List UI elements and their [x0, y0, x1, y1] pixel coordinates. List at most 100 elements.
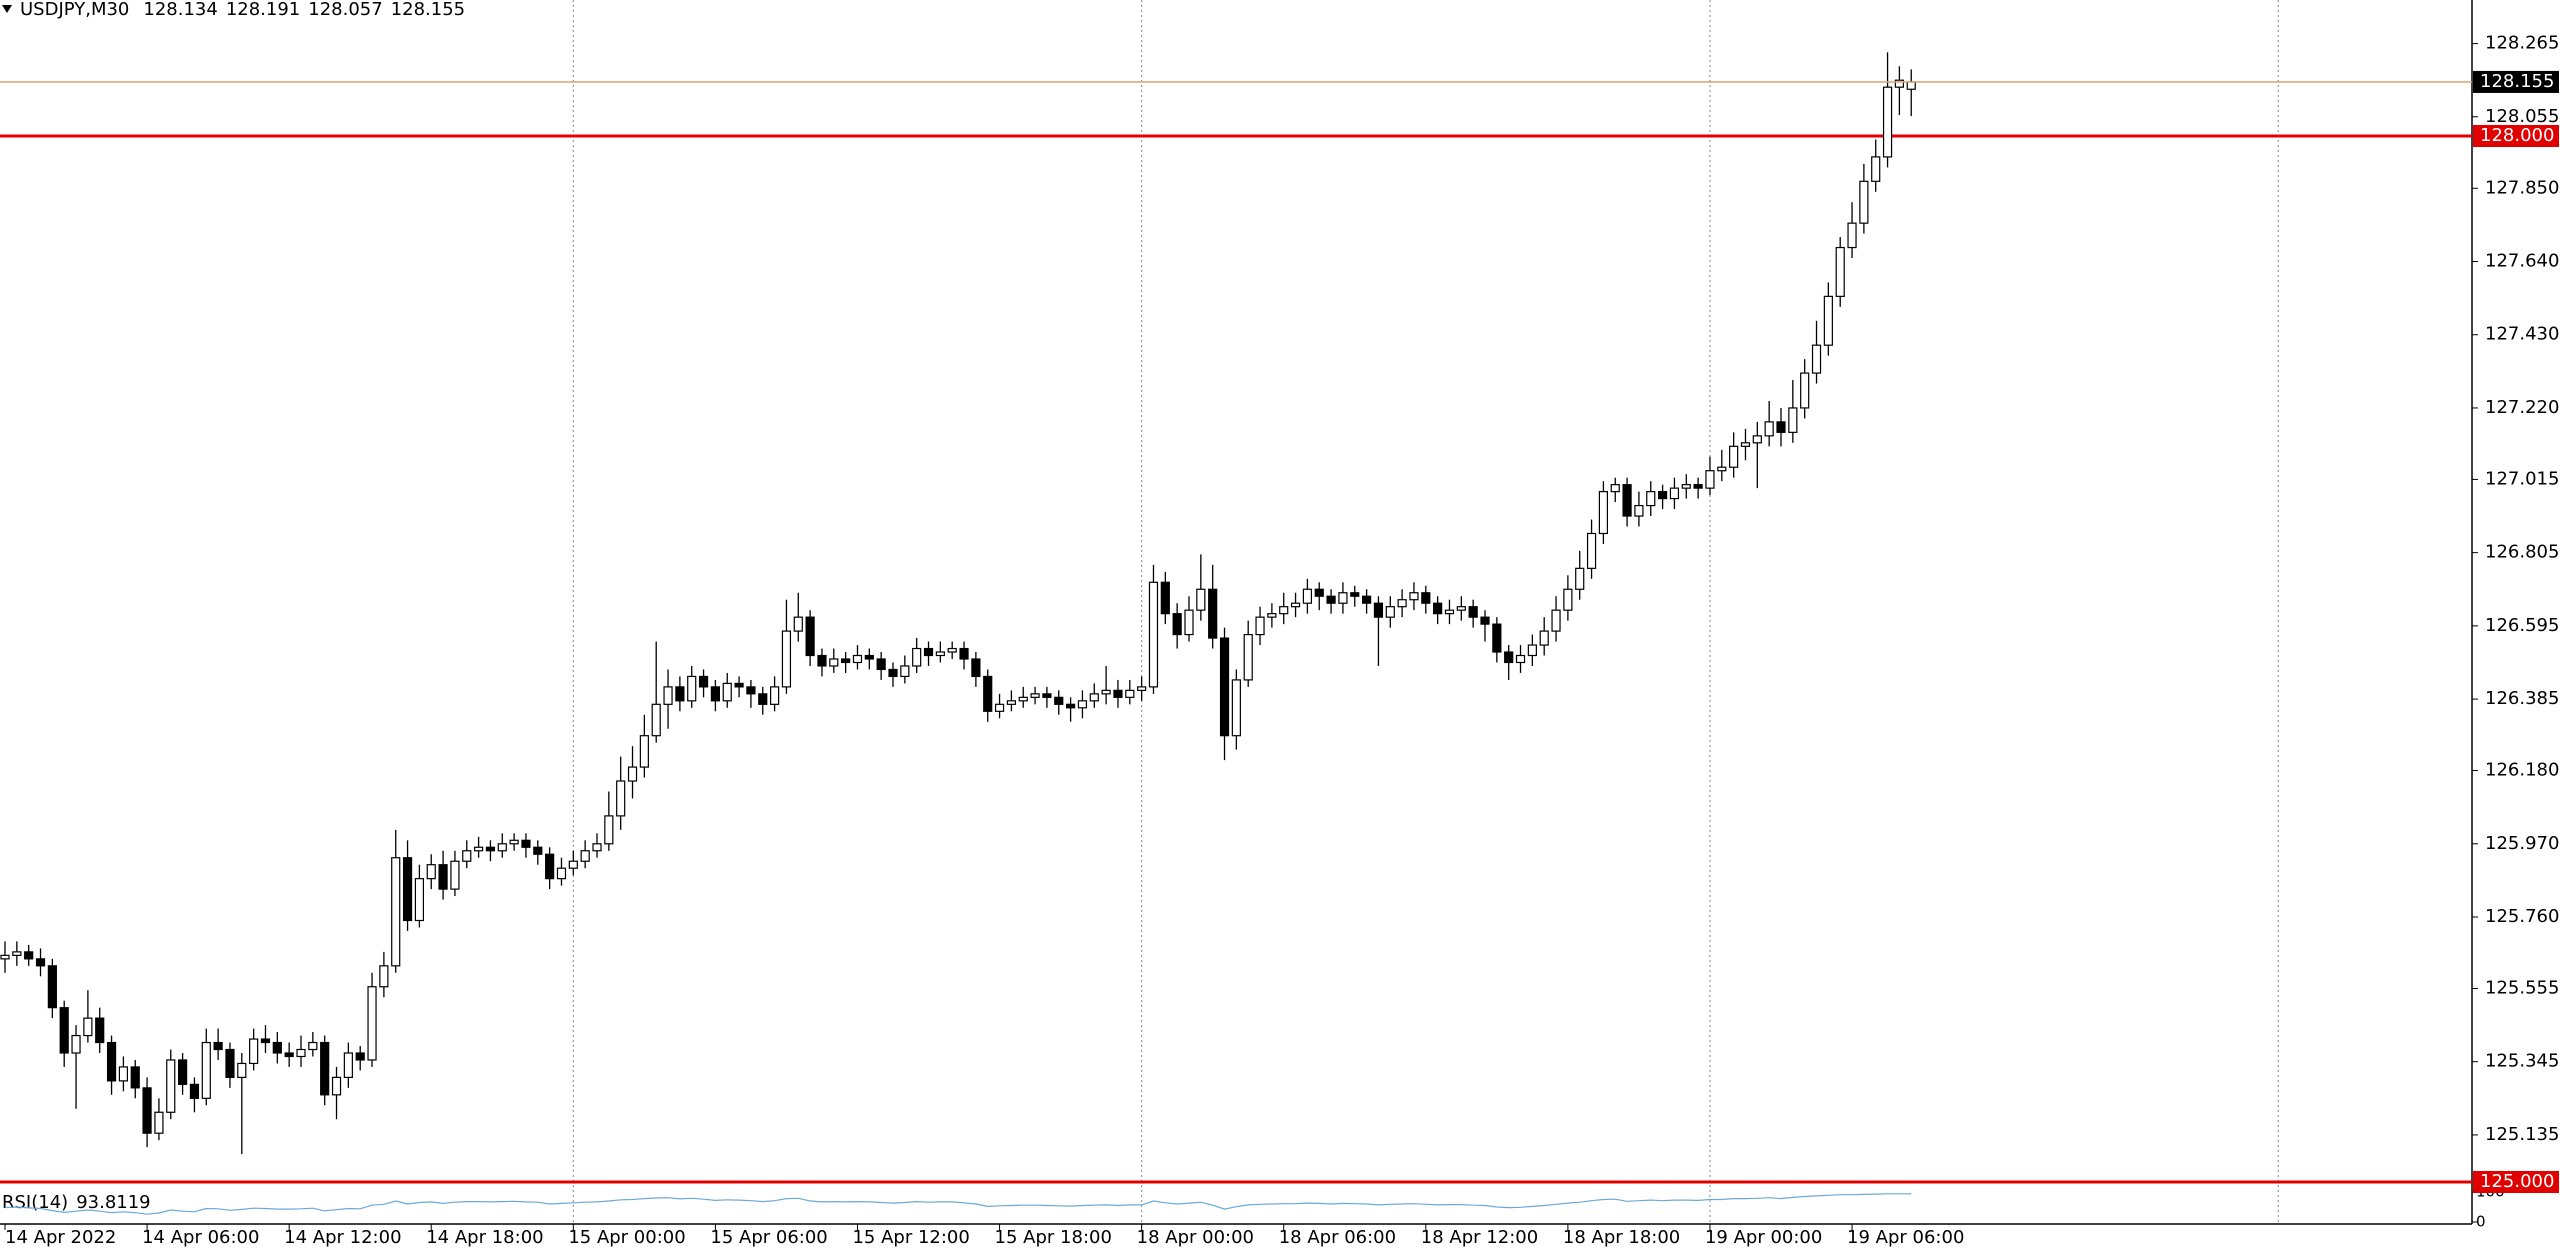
candle-body — [568, 860, 578, 869]
candle-body — [391, 857, 401, 967]
symbol: USDJPY,M30 — [20, 0, 129, 20]
candle-body — [1018, 696, 1028, 702]
candle-body — [1361, 595, 1372, 604]
candle-body — [1835, 246, 1845, 297]
y-tick-label: 126.180 — [2485, 760, 2559, 781]
candle-body — [1030, 693, 1040, 698]
candle-body — [296, 1048, 306, 1058]
candle-body — [888, 668, 898, 678]
candle-body — [308, 1041, 318, 1051]
y-tick-label: 127.640 — [2485, 251, 2559, 272]
x-tick-label: 15 Apr 06:00 — [710, 1227, 827, 1248]
candle-body — [1847, 222, 1857, 249]
candle-body — [355, 1052, 365, 1061]
candle-body — [414, 878, 424, 922]
candle-body — [1054, 696, 1064, 705]
x-tick-label: 15 Apr 12:00 — [852, 1227, 969, 1248]
candle-body — [426, 864, 436, 880]
level-label-box — [2473, 124, 2559, 147]
candle-body — [1515, 654, 1526, 664]
candle-body — [1610, 484, 1620, 493]
candle-body — [710, 686, 721, 702]
candle-body — [201, 1041, 211, 1099]
candle-body — [1800, 372, 1810, 409]
y-tick-label: 125.555 — [2485, 977, 2559, 998]
candle-body — [1433, 602, 1443, 615]
candle-body — [1586, 532, 1597, 569]
y-tick-label: 126.805 — [2485, 542, 2559, 563]
candle-body — [1657, 491, 1668, 500]
x-tick-label: 19 Apr 06:00 — [1847, 1227, 1964, 1248]
candle-body — [793, 616, 803, 632]
candle-body — [462, 850, 472, 862]
candle-body — [450, 860, 460, 890]
candle-body — [1077, 700, 1088, 709]
candle-body — [485, 846, 496, 852]
candle-body — [651, 703, 661, 737]
candle-body — [1551, 609, 1561, 632]
x-tick-label: 19 Apr 00:00 — [1705, 1227, 1822, 1248]
candle-body — [1196, 588, 1206, 611]
candle-body — [923, 647, 934, 657]
candle-body — [959, 647, 969, 660]
candle-body — [734, 682, 744, 688]
candle-body — [106, 1041, 117, 1082]
menu-arrow[interactable] — [2, 5, 12, 13]
candle-body — [994, 703, 1005, 712]
candle-body — [189, 1083, 200, 1099]
candle-body — [497, 843, 507, 852]
candle-body — [130, 1066, 140, 1089]
candle-body — [1302, 588, 1313, 604]
candle-body — [1729, 445, 1739, 468]
y-tick-label: 127.850 — [2485, 177, 2559, 198]
x-tick-label: 18 Apr 18:00 — [1563, 1227, 1680, 1248]
y-tick-label: 125.760 — [2485, 906, 2559, 927]
candle-body — [1338, 592, 1348, 604]
candle-body — [1255, 616, 1265, 636]
candle-body — [829, 658, 839, 667]
candle-body — [83, 1017, 93, 1037]
candle-body — [1397, 599, 1407, 608]
candle-body — [781, 630, 792, 688]
candle-body — [639, 735, 649, 768]
candle-body — [166, 1059, 176, 1113]
candle-body — [556, 867, 567, 880]
candle-body — [1693, 484, 1703, 489]
candle-body — [521, 839, 531, 848]
candle-body — [604, 815, 614, 845]
candle-body — [1409, 592, 1419, 601]
candle-body — [35, 958, 46, 967]
y-tick-label: 125.970 — [2485, 833, 2559, 854]
candle-body — [663, 686, 673, 705]
candle-body — [0, 954, 10, 960]
y-tick-label: 125.135 — [2485, 1124, 2559, 1145]
candle-body — [841, 658, 851, 664]
candle-body — [237, 1062, 247, 1078]
candle-body — [1480, 616, 1490, 625]
candle-body — [59, 1007, 69, 1054]
candle-body — [533, 846, 543, 855]
rsi-value: 93.8119 — [76, 1192, 150, 1213]
candle-body — [1575, 567, 1585, 590]
candle-body — [402, 857, 413, 922]
candle-body — [864, 654, 874, 660]
rsi-tick-label: 0 — [2476, 1213, 2486, 1231]
candle-body — [509, 839, 519, 845]
level-label: 125.000 — [2480, 1171, 2554, 1192]
candle-body — [178, 1059, 188, 1085]
candle-body — [1622, 484, 1632, 517]
level-label: 128.000 — [2480, 125, 2554, 146]
header-close: 128.155 — [391, 0, 465, 20]
candle-body — [817, 654, 827, 667]
candle-body — [1776, 421, 1786, 433]
candle-body — [627, 766, 638, 782]
candle-body — [1504, 651, 1514, 664]
candle-body — [1752, 435, 1762, 444]
x-tick-label: 18 Apr 12:00 — [1421, 1227, 1538, 1248]
candle-body — [95, 1017, 105, 1044]
x-tick-label: 15 Apr 18:00 — [995, 1227, 1112, 1248]
x-tick-label: 15 Apr 00:00 — [568, 1227, 685, 1248]
candle-body — [1279, 606, 1289, 615]
